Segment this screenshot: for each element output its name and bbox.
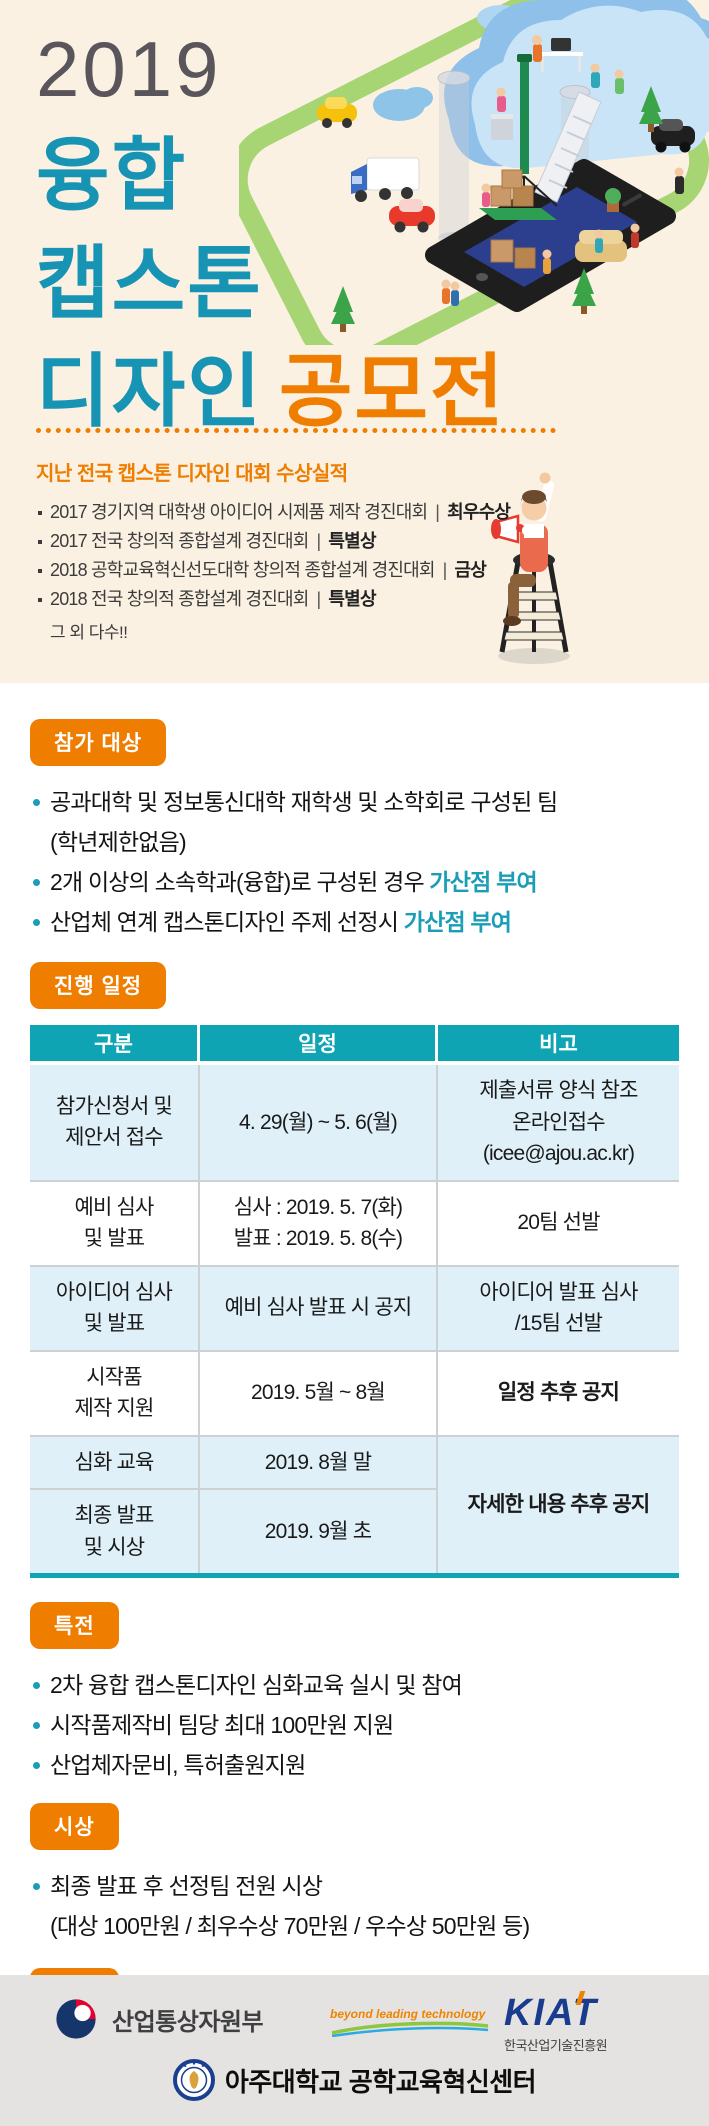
participation-badge: 참가 대상 xyxy=(30,719,167,766)
footer-logos-row: 산업통상자원부 beyond leading technology KIAT 한… xyxy=(0,1991,709,2063)
kiat-subtitle: 한국산업기술진흥원 xyxy=(504,2038,608,2053)
table-row: 최종 발표 및 시상 2019. 9월 초 xyxy=(30,1490,679,1573)
section-benefits: 특전 2차 융합 캡스톤디자인 심화교육 실시 및 참여 시작품제작비 팀당 최… xyxy=(30,1602,679,1785)
kiat-swoosh-icon xyxy=(331,2021,489,2038)
awards-list: 2017 경기지역 대학생 아이디어 시제품 제작 경진대회 | 최우수상 2017… xyxy=(36,498,596,614)
title-line-3: 디자인 공모전 xyxy=(36,338,506,446)
content-area: 참가 대상 공과대학 및 정보통신대학 재학생 및 소학회로 구성된 팀 (학년… xyxy=(0,719,709,2101)
year-text: 2019 xyxy=(36,25,222,113)
award-item: 2018 전국 창의적 종합설계 경진대회 | 특별상 xyxy=(36,585,596,614)
prize-detail-text: (대상 100만원 / 최우수상 70만원 / 우수상 50만원 등) xyxy=(50,1913,530,1939)
bonus-point-highlight: 가산점 부여 xyxy=(403,909,512,935)
list-item: 산업체 연계 캡스톤디자인 주제 선정시 가산점 부여 xyxy=(30,902,679,942)
col-header-note: 비고 xyxy=(438,1025,679,1065)
smartphone-city-illustration-icon xyxy=(239,0,709,345)
award-item: 2017 전국 창의적 종합설계 경진대회 | 특별상 xyxy=(36,527,596,556)
section-prizes: 시상 최종 발표 후 선정팀 전원 시상 (대상 100만원 / 최우수상 70… xyxy=(30,1803,679,1946)
kiat-tagline: beyond leading technology xyxy=(330,2007,486,2021)
bonus-point-highlight: 가산점 부여 xyxy=(429,869,537,895)
list-item: 시작품제작비 팀당 최대 100만원 지원 xyxy=(30,1705,679,1745)
kiat-tagline-block: beyond leading technology xyxy=(330,2007,490,2042)
prizes-list: 최종 발표 후 선정팀 전원 시상 xyxy=(30,1866,679,1906)
prizes-badge: 시상 xyxy=(30,1803,119,1850)
ajou-university-emblem-icon xyxy=(172,2059,215,2101)
list-item: 2차 융합 캡스톤디자인 심화교육 실시 및 참여 xyxy=(30,1665,679,1705)
ajou-logo-block: 아주대학교 공학교육혁신센터 xyxy=(0,2059,709,2101)
title-line-2: 캡스톤 xyxy=(36,239,263,328)
col-header-category: 구분 xyxy=(30,1025,200,1065)
table-row: 시작품 제작 지원 2019. 5월 ~ 8월 일정 추후 공지 xyxy=(30,1351,679,1437)
section-participation: 참가 대상 공과대학 및 정보통신대학 재학생 및 소학회로 구성된 팀 (학년… xyxy=(30,719,679,942)
participation-list: 공과대학 및 정보통신대학 재학생 및 소학회로 구성된 팀 (학년제한없음) … xyxy=(30,782,679,942)
hero-section: 2019 융합 캡스톤 디자인 공모전 지난 전국 캡스톤 디자인 대회 수상실적… xyxy=(0,0,709,683)
table-row: 심화 교육 2019. 8월 말 자세한 내용 추후 공지 xyxy=(30,1436,679,1573)
awards-heading: 지난 전국 캡스톤 디자인 대회 수상실적 xyxy=(36,463,348,485)
title-line-1: 융합 xyxy=(36,131,188,220)
list-item: 2개 이상의 소속학과(융합)로 구성된 경우 가산점 부여 xyxy=(30,862,679,902)
footer: 산업통상자원부 beyond leading technology KIAT 한… xyxy=(0,1975,709,2126)
motie-logo-block: 산업통상자원부 xyxy=(52,1995,264,2043)
benefits-badge: 특전 xyxy=(30,1602,119,1649)
table-row: 참가신청서 및 제안서 접수 4. 29(월) ~ 5. 6(월) 제출서류 양… xyxy=(30,1065,679,1182)
benefits-list: 2차 융합 캡스톤디자인 심화교육 실시 및 참여 시작품제작비 팀당 최대 1… xyxy=(30,1665,679,1785)
motie-taegeuk-logo-icon xyxy=(56,1999,96,2039)
megaphone-person-illustration-icon xyxy=(491,472,570,664)
table-row: 예비 심사 및 발표 심사 : 2019. 5. 7(화) 발표 : 2019.… xyxy=(30,1181,679,1267)
note-highlight: 일정 추후 공지 xyxy=(438,1352,679,1437)
table-header-row: 구분 일정 비고 xyxy=(30,1025,679,1065)
merged-note-cell: 자세한 내용 추후 공지 xyxy=(438,1436,679,1573)
poster-title: 2019 융합 캡스톤 디자인 공모전 xyxy=(36,30,506,446)
title-line-3-teal: 디자인 xyxy=(36,347,263,436)
title-line-3-orange: 공모전 xyxy=(278,347,506,436)
col-header-schedule: 일정 xyxy=(200,1025,438,1065)
dotted-divider xyxy=(36,428,556,433)
schedule-table: 구분 일정 비고 참가신청서 및 제안서 접수 4. 29(월) ~ 5. 6(… xyxy=(30,1025,679,1578)
awards-more-text: 그 외 다수!! xyxy=(50,623,128,642)
kiat-wordmark: KIAT xyxy=(504,1992,598,2034)
award-item: 2017 경기지역 대학생 아이디어 시제품 제작 경진대회 | 최우수상 xyxy=(36,498,596,527)
list-item: 산업체자문비, 특허출원지원 xyxy=(30,1745,679,1785)
motie-label: 산업통상자원부 xyxy=(112,2008,264,2036)
awards-block: 지난 전국 캡스톤 디자인 대회 수상실적 2017 경기지역 대학생 아이디어… xyxy=(36,428,596,643)
list-item: 공과대학 및 정보통신대학 재학생 및 소학회로 구성된 팀 (학년제한없음) xyxy=(30,782,679,862)
kiat-logo-block: beyond leading technology KIAT 한국산업기술진흥원 xyxy=(330,1991,608,2054)
section-schedule: 진행 일정 구분 일정 비고 참가신청서 및 제안서 접수 4. 29(월) ~… xyxy=(30,962,679,1578)
kiat-name-block: KIAT 한국산업기술진흥원 xyxy=(504,1991,608,2054)
award-item: 2018 공학교육혁신선도대학 창의적 종합설계 경진대회 | 금상 xyxy=(36,556,596,585)
ajou-label: 아주대학교 공학교육혁신센터 xyxy=(224,2066,537,2097)
table-row: 아이디어 심사 및 발표 예비 심사 발표 시 공지 아이디어 발표 심사 /1… xyxy=(30,1266,679,1352)
list-item: 최종 발표 후 선정팀 전원 시상 xyxy=(30,1866,679,1906)
schedule-badge: 진행 일정 xyxy=(30,962,167,1009)
